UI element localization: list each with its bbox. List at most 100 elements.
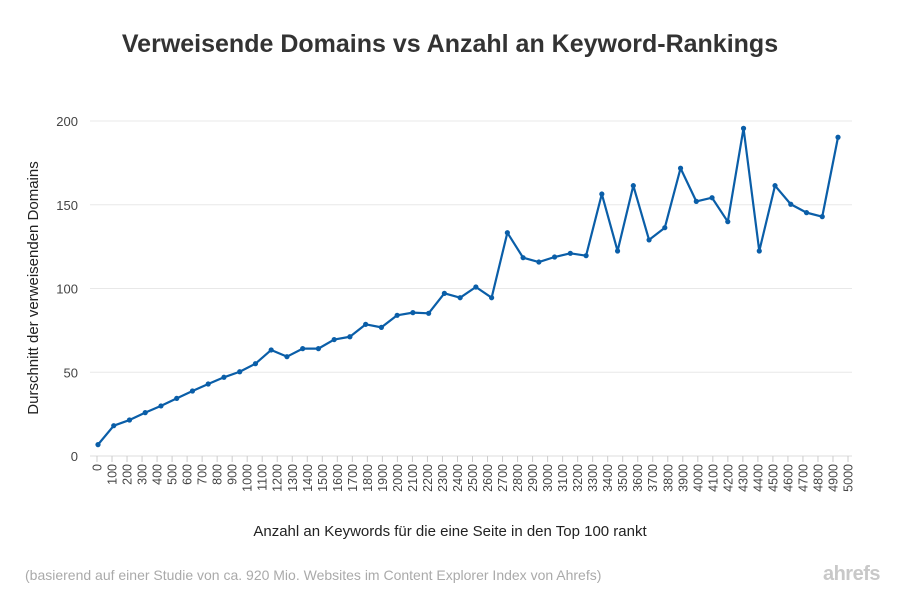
y-tick-label: 200 bbox=[56, 114, 78, 129]
x-tick-label: 1600 bbox=[331, 464, 345, 492]
x-tick-label: 3600 bbox=[631, 464, 645, 492]
data-point bbox=[520, 255, 526, 261]
x-tick-label: 4500 bbox=[766, 464, 780, 492]
data-point bbox=[646, 237, 652, 243]
data-point bbox=[662, 225, 668, 231]
x-tick-label: 3900 bbox=[676, 464, 690, 492]
data-point bbox=[378, 324, 385, 330]
x-tick-label: 4700 bbox=[796, 464, 810, 492]
x-tick-label: 3800 bbox=[661, 464, 675, 492]
data-point bbox=[205, 381, 211, 387]
x-tick-label: 100 bbox=[106, 464, 120, 485]
x-tick-label: 700 bbox=[196, 464, 210, 485]
data-point bbox=[536, 259, 542, 265]
x-tick-label: 2200 bbox=[421, 464, 435, 492]
footnote: (basierend auf einer Studie von ca. 920 … bbox=[25, 567, 602, 583]
x-tick-label: 4600 bbox=[781, 464, 795, 492]
x-tick-label: 3000 bbox=[541, 464, 555, 492]
data-point bbox=[599, 191, 605, 197]
x-tick-label: 4300 bbox=[736, 464, 750, 492]
data-point bbox=[756, 248, 762, 254]
data-point bbox=[237, 369, 243, 375]
data-point bbox=[630, 183, 636, 189]
data-point bbox=[614, 248, 621, 254]
x-tick-label: 3100 bbox=[556, 464, 570, 492]
x-tick-label: 800 bbox=[211, 464, 225, 485]
x-axis-label: Anzahl an Keywords für die eine Seite in… bbox=[253, 523, 647, 540]
x-tick-label: 300 bbox=[136, 464, 150, 485]
chart-title: Verweisende Domains vs Anzahl an Keyword… bbox=[121, 30, 779, 58]
data-point bbox=[426, 310, 432, 316]
data-point bbox=[583, 253, 589, 259]
data-point bbox=[363, 321, 369, 327]
y-axis-label: Durschnitt der verweisenden Domains bbox=[25, 161, 42, 414]
data-point bbox=[268, 347, 274, 353]
data-point bbox=[174, 395, 180, 401]
x-tick-label: 2800 bbox=[511, 464, 525, 492]
data-point bbox=[457, 295, 463, 301]
x-tick-label: 4100 bbox=[706, 464, 720, 492]
x-tick-label: 1300 bbox=[286, 464, 300, 492]
data-point bbox=[489, 295, 495, 301]
x-tick-label: 2400 bbox=[451, 464, 465, 492]
data-point bbox=[677, 165, 684, 171]
x-tick-label: 2000 bbox=[391, 464, 405, 492]
y-tick-label: 150 bbox=[56, 198, 78, 213]
x-tick-label: 5000 bbox=[842, 464, 856, 492]
series-line bbox=[97, 127, 840, 446]
x-tick-label: 0 bbox=[91, 464, 105, 471]
data-point bbox=[788, 201, 794, 207]
x-tick-label: 900 bbox=[226, 464, 240, 485]
data-point bbox=[551, 254, 558, 260]
x-tick-label: 3700 bbox=[646, 464, 660, 492]
x-tick-label: 2100 bbox=[406, 464, 420, 492]
x-tick-label: 1500 bbox=[316, 464, 330, 492]
data-point bbox=[740, 125, 747, 131]
x-tick-label: 4900 bbox=[826, 464, 840, 492]
x-tick-label: 1400 bbox=[301, 464, 315, 492]
data-point bbox=[221, 374, 227, 380]
x-tick-label: 600 bbox=[181, 464, 195, 485]
x-tick-label: 1200 bbox=[271, 464, 285, 492]
ahrefs-logo: ahrefs bbox=[822, 563, 881, 585]
data-point bbox=[504, 230, 510, 236]
x-tick-label: 3200 bbox=[571, 464, 585, 492]
data-point bbox=[300, 346, 306, 352]
x-tick-label: 4200 bbox=[721, 464, 735, 492]
data-point bbox=[693, 198, 699, 204]
x-tick-label: 1900 bbox=[376, 464, 390, 492]
x-tick-label: 2900 bbox=[526, 464, 540, 492]
x-tick-label: 4400 bbox=[751, 464, 765, 492]
data-point bbox=[347, 334, 353, 340]
data-point bbox=[803, 210, 810, 216]
data-point bbox=[158, 403, 164, 409]
data-point bbox=[473, 284, 479, 290]
data-point bbox=[819, 214, 825, 220]
data-point bbox=[252, 361, 259, 367]
x-tick-label: 1700 bbox=[346, 464, 360, 492]
x-tick-label: 2600 bbox=[481, 464, 495, 492]
data-point bbox=[111, 423, 117, 429]
x-tick-label: 1800 bbox=[361, 464, 375, 492]
data-point bbox=[189, 388, 196, 394]
x-tick-label: 4000 bbox=[691, 464, 705, 492]
x-tick-label: 3500 bbox=[616, 464, 630, 492]
x-tick-label: 2700 bbox=[496, 464, 510, 492]
data-point bbox=[772, 183, 778, 189]
y-tick-label: 100 bbox=[56, 282, 78, 297]
y-tick-label: 0 bbox=[71, 449, 78, 464]
data-point bbox=[835, 134, 841, 140]
x-tick-label: 3400 bbox=[601, 464, 615, 492]
x-tick-label: 200 bbox=[121, 464, 135, 485]
data-point bbox=[284, 354, 290, 360]
data-point bbox=[394, 312, 400, 318]
x-tick-label: 2300 bbox=[436, 464, 450, 492]
data-point bbox=[95, 442, 101, 448]
data-point bbox=[315, 346, 322, 352]
x-tick-label: 1000 bbox=[241, 464, 255, 492]
data-point bbox=[126, 417, 133, 423]
x-tick-label: 3300 bbox=[586, 464, 600, 492]
data-point bbox=[441, 290, 447, 296]
x-tick-label: 400 bbox=[151, 464, 165, 485]
